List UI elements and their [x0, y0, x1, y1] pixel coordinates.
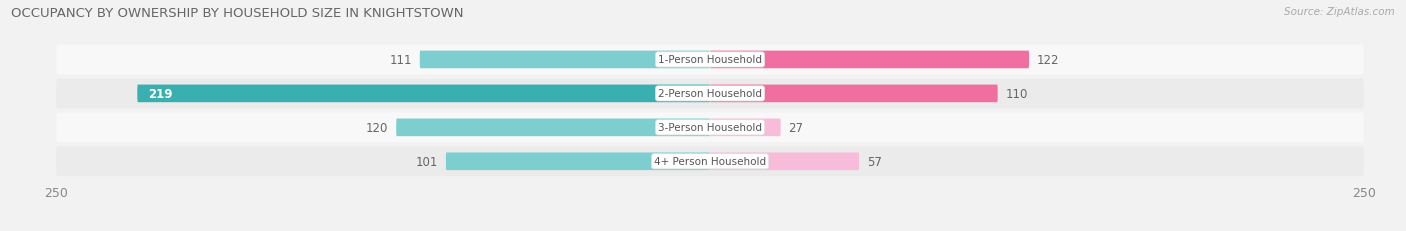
FancyBboxPatch shape	[710, 119, 780, 137]
Text: 2-Person Household: 2-Person Household	[658, 89, 762, 99]
FancyBboxPatch shape	[56, 79, 1364, 109]
Text: OCCUPANCY BY OWNERSHIP BY HOUSEHOLD SIZE IN KNIGHTSTOWN: OCCUPANCY BY OWNERSHIP BY HOUSEHOLD SIZE…	[11, 7, 464, 20]
FancyBboxPatch shape	[446, 153, 710, 170]
FancyBboxPatch shape	[710, 85, 998, 103]
Text: 219: 219	[148, 88, 173, 100]
Text: 120: 120	[366, 121, 388, 134]
FancyBboxPatch shape	[56, 113, 1364, 143]
Text: 101: 101	[416, 155, 439, 168]
Text: 57: 57	[868, 155, 882, 168]
FancyBboxPatch shape	[710, 51, 1029, 69]
Text: 4+ Person Household: 4+ Person Household	[654, 157, 766, 167]
Text: 27: 27	[789, 121, 803, 134]
FancyBboxPatch shape	[396, 119, 710, 137]
FancyBboxPatch shape	[420, 51, 710, 69]
Text: 111: 111	[389, 54, 412, 67]
FancyBboxPatch shape	[138, 85, 710, 103]
FancyBboxPatch shape	[710, 153, 859, 170]
Text: 122: 122	[1038, 54, 1060, 67]
FancyBboxPatch shape	[56, 147, 1364, 176]
Text: 110: 110	[1005, 88, 1028, 100]
FancyBboxPatch shape	[56, 45, 1364, 75]
Text: 1-Person Household: 1-Person Household	[658, 55, 762, 65]
Text: Source: ZipAtlas.com: Source: ZipAtlas.com	[1284, 7, 1395, 17]
Text: 3-Person Household: 3-Person Household	[658, 123, 762, 133]
